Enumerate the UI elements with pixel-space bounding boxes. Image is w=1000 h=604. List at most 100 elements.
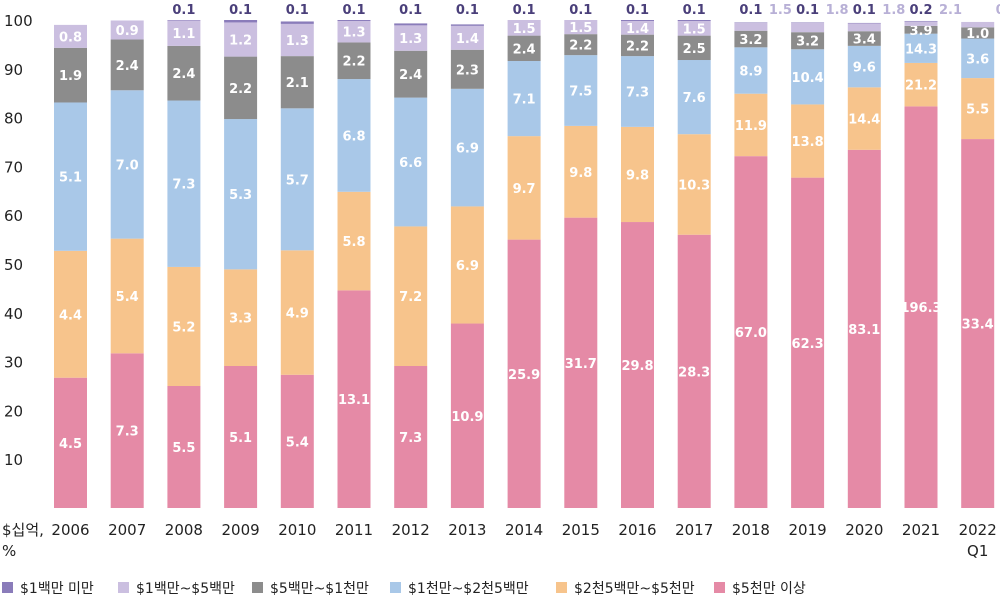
x-tick-label: Q1	[967, 542, 988, 560]
data-label: 0.5	[996, 3, 1000, 18]
data-label: 1.0	[966, 27, 989, 42]
x-tick-label: 2013	[448, 521, 486, 539]
x-tick-label: 2010	[278, 521, 316, 539]
data-label: 7.1	[513, 93, 536, 108]
bar-segment	[848, 23, 881, 31]
data-label: 6.9	[456, 142, 479, 157]
x-tick-label: 2008	[165, 521, 203, 539]
data-label: 2.4	[513, 42, 536, 57]
legend-swatch	[2, 582, 13, 593]
data-label: 7.3	[399, 431, 422, 446]
x-tick-label: 2011	[335, 521, 373, 539]
x-tick-label: 2020	[845, 521, 883, 539]
data-label: 5.3	[229, 188, 252, 203]
x-tick-label: 2015	[562, 521, 600, 539]
x-tick-label: 2012	[392, 521, 430, 539]
data-label: 5.2	[172, 320, 195, 335]
data-label: 4.9	[286, 307, 309, 322]
data-label: 13.1	[338, 393, 370, 408]
data-label: 31.7	[565, 357, 597, 372]
legend-swatch	[556, 582, 567, 593]
data-label: 2.2	[626, 39, 649, 54]
legend-swatch	[252, 582, 263, 593]
y-axis-unit-label: %	[2, 542, 16, 560]
data-label: 1.8	[826, 3, 849, 18]
data-label: 1.5	[683, 22, 706, 37]
data-label: 0.1	[739, 3, 762, 18]
data-label: 0.1	[796, 3, 819, 18]
data-label: 1.1	[172, 27, 195, 42]
y-axis-unit-label: $십억,	[2, 521, 44, 539]
legend-label: $2천5백만~$5천만	[574, 581, 695, 597]
y-tick-label: 60	[4, 207, 23, 225]
y-tick-label: 30	[4, 354, 23, 372]
bar-segment	[905, 21, 938, 25]
x-tick-label: 2014	[505, 521, 543, 539]
legend-swatch	[118, 582, 129, 593]
data-label: 10.9	[451, 410, 483, 425]
data-label: 10.4	[792, 71, 824, 86]
data-label: 25.9	[508, 368, 540, 383]
data-label: 7.3	[172, 178, 195, 193]
data-label: 2.5	[683, 42, 706, 57]
data-label: 9.6	[853, 61, 876, 76]
legend-label: $5천만 이상	[732, 581, 806, 597]
data-label: 2.2	[342, 55, 365, 70]
data-label: 67.0	[735, 326, 767, 341]
bar-segment	[621, 20, 654, 21]
legend-swatch	[390, 582, 401, 593]
data-label: 7.3	[116, 425, 139, 440]
data-label: 0.2	[909, 3, 932, 18]
data-label: 14.3	[905, 42, 937, 57]
data-label: 0.1	[513, 3, 536, 18]
data-label: 196.3	[900, 301, 941, 316]
legend-label: $1천만~$2천5백만	[408, 581, 529, 597]
y-tick-label: 100	[4, 12, 33, 30]
data-label: 29.8	[621, 359, 653, 374]
data-label: 5.1	[59, 171, 82, 186]
bar-segment	[961, 22, 994, 27]
legend-swatch	[714, 582, 725, 593]
data-label: 10.3	[678, 178, 710, 193]
bar-segment	[338, 20, 371, 21]
data-label: 0.1	[286, 3, 309, 18]
data-label: 0.1	[172, 3, 195, 18]
x-tick-label: 2007	[108, 521, 146, 539]
data-label: 0.1	[853, 3, 876, 18]
data-label: 7.3	[626, 85, 649, 100]
bar-segment	[678, 20, 711, 21]
data-label: 2.4	[116, 59, 139, 74]
y-tick-label: 80	[4, 110, 23, 128]
data-label: 14.4	[848, 113, 880, 128]
x-tick-label: 2019	[789, 521, 827, 539]
bar-segment	[734, 23, 767, 31]
data-label: 1.9	[59, 69, 82, 84]
data-label: 7.0	[116, 158, 139, 173]
data-label: 3.4	[853, 33, 876, 48]
data-label: 2.3	[456, 63, 479, 78]
data-label: 8.9	[739, 65, 762, 80]
data-label: 0.1	[342, 3, 365, 18]
data-label: 9.7	[513, 182, 536, 197]
y-tick-label: 70	[4, 158, 23, 176]
data-label: 3.6	[966, 52, 989, 67]
legend-label: $1백만 미만	[20, 581, 94, 597]
data-label: 83.1	[848, 323, 880, 338]
x-tick-label: 2022	[959, 521, 997, 539]
data-label: 2.2	[229, 82, 252, 97]
y-tick-label: 20	[4, 402, 23, 420]
data-label: 0.1	[683, 3, 706, 18]
data-label: 33.4	[962, 318, 994, 333]
legend-label: $1백만~$5백만	[136, 581, 235, 597]
data-label: 5.4	[286, 435, 309, 450]
bar-segment	[281, 21, 314, 23]
x-tick-label: 2017	[675, 521, 713, 539]
data-label: 2.2	[569, 39, 592, 54]
data-label: 1.3	[399, 32, 422, 47]
data-label: 0.1	[399, 3, 422, 18]
data-label: 1.5	[569, 21, 592, 36]
data-label: 3.2	[739, 33, 762, 48]
x-tick-label: 2018	[732, 521, 770, 539]
data-label: 9.8	[569, 166, 592, 181]
